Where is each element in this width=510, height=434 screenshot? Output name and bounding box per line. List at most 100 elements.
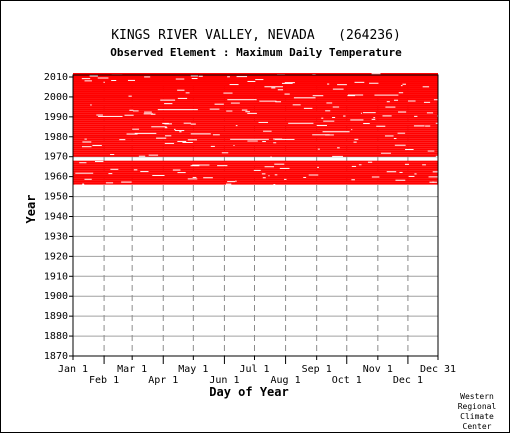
- data-row-1973: [73, 148, 438, 151]
- missing-mark: [174, 130, 185, 132]
- data-row-1979: [73, 136, 438, 139]
- missing-mark: [160, 99, 176, 101]
- data-row-2003: [73, 88, 438, 91]
- missing-mark: [308, 174, 319, 176]
- missing-mark: [144, 111, 152, 113]
- missing-mark: [210, 145, 215, 147]
- data-row-1985: [73, 124, 438, 127]
- missing-mark: [380, 152, 391, 154]
- missing-mark: [185, 92, 190, 94]
- missing-mark: [84, 178, 92, 180]
- y-tick-label-1910: 1910: [44, 271, 68, 282]
- x-tick-label-bottom-5: Dec 1: [393, 375, 423, 386]
- data-row-1959: [73, 176, 438, 179]
- y-axis-ticks: 1870 1880 1890 1900 1910 1920 1930 1940 1950 1960…: [44, 72, 73, 362]
- missing-mark: [386, 171, 397, 173]
- missing-mark: [96, 114, 103, 116]
- data-row-2001: [73, 92, 438, 95]
- missing-mark: [133, 169, 138, 171]
- missing-mark: [82, 146, 92, 148]
- x-tick-label-top-1: Mar 1: [117, 364, 147, 375]
- missing-mark: [422, 86, 430, 88]
- missing-mark: [394, 99, 399, 101]
- missing-mark: [323, 120, 335, 122]
- x-tick-label-bottom-0: Feb 1: [89, 375, 119, 386]
- x-tick-label-bottom-3: Aug 1: [271, 375, 301, 386]
- missing-mark: [236, 76, 248, 78]
- missing-mark: [138, 155, 146, 157]
- missing-mark: [127, 79, 136, 81]
- missing-mark: [351, 165, 357, 167]
- missing-mark: [373, 117, 376, 119]
- missing-mark: [277, 89, 284, 91]
- missing-mark: [255, 79, 264, 81]
- missing-mark: [414, 173, 417, 175]
- missing-mark: [177, 97, 188, 99]
- data-row-1967: [73, 160, 438, 163]
- credit-line-3: Climate: [460, 412, 494, 421]
- missing-mark: [268, 175, 270, 177]
- missing-mark: [192, 176, 197, 178]
- missing-mark: [143, 113, 153, 115]
- missing-mark: [263, 130, 272, 132]
- y-tick-label-1900: 1900: [44, 291, 68, 302]
- missing-mark: [177, 140, 187, 142]
- missing-mark: [351, 179, 355, 181]
- y-tick-label-1890: 1890: [44, 311, 68, 322]
- y-tick-label-1950: 1950: [44, 192, 68, 203]
- missing-mark: [362, 112, 376, 114]
- missing-mark: [316, 124, 327, 126]
- missing-mark: [376, 125, 386, 127]
- missing-mark: [227, 99, 257, 101]
- data-row-1977: [73, 140, 438, 143]
- data-row-1958: [73, 178, 438, 181]
- y-tick-label-1990: 1990: [44, 112, 68, 123]
- missing-mark: [371, 73, 381, 75]
- missing-mark: [435, 155, 439, 157]
- missing-mark: [190, 133, 211, 135]
- missing-mark: [84, 138, 87, 140]
- missing-mark: [274, 138, 295, 140]
- missing-mark: [397, 132, 406, 134]
- missing-mark: [384, 135, 394, 137]
- missing-mark: [371, 176, 380, 178]
- missing-mark: [422, 164, 426, 166]
- data-row-1965: [73, 164, 438, 167]
- chart-subtitle: Observed Element : Maximum Daily Tempera…: [110, 46, 402, 59]
- data-row-1976: [73, 142, 438, 145]
- missing-mark: [128, 95, 132, 97]
- data-row-1986: [73, 122, 438, 125]
- missing-mark: [74, 184, 86, 186]
- missing-mark: [103, 81, 105, 83]
- x-tick-label-top-2: May 1: [178, 364, 208, 375]
- missing-mark: [312, 95, 324, 97]
- missing-mark: [393, 138, 397, 140]
- x-tick-label-top-4: Sep 1: [302, 364, 332, 375]
- data-row-1960: [73, 174, 438, 177]
- data-row-1961: [73, 172, 438, 175]
- missing-mark: [270, 156, 273, 158]
- data-row-1964: [73, 166, 438, 169]
- missing-mark: [398, 92, 404, 94]
- missing-mark: [94, 161, 104, 163]
- missing-mark: [92, 144, 102, 146]
- missing-mark: [247, 140, 258, 142]
- missing-mark: [332, 116, 336, 118]
- missing-mark: [105, 182, 114, 184]
- missing-mark: [253, 169, 261, 171]
- missing-mark: [75, 172, 94, 174]
- chart-title: KINGS RIVER VALLEY, NEVADA (264236): [111, 28, 401, 43]
- missing-mark: [360, 112, 362, 114]
- data-row-2009: [73, 76, 438, 79]
- missing-mark: [405, 149, 414, 151]
- missing-mark: [110, 154, 115, 156]
- missing-mark: [354, 138, 359, 140]
- missing-mark: [408, 175, 415, 177]
- data-row-1996: [73, 102, 438, 105]
- missing-mark: [312, 134, 330, 136]
- missing-mark: [347, 95, 356, 97]
- y-tick-label-1880: 1880: [44, 331, 68, 342]
- missing-mark: [174, 128, 176, 130]
- y-tick-label-1940: 1940: [44, 211, 68, 222]
